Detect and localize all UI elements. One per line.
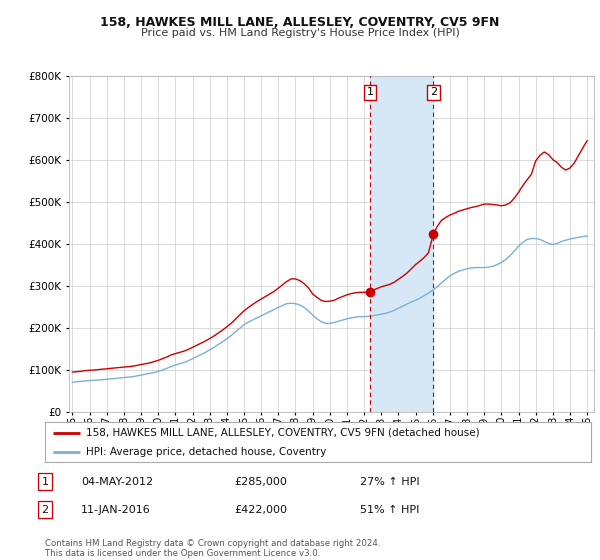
Text: 27% ↑ HPI: 27% ↑ HPI [360, 477, 419, 487]
Text: 158, HAWKES MILL LANE, ALLESLEY, COVENTRY, CV5 9FN: 158, HAWKES MILL LANE, ALLESLEY, COVENTR… [100, 16, 500, 29]
Text: 2: 2 [41, 505, 49, 515]
Text: 1: 1 [41, 477, 49, 487]
Text: 1: 1 [367, 87, 374, 97]
Text: £285,000: £285,000 [234, 477, 287, 487]
Text: This data is licensed under the Open Government Licence v3.0.: This data is licensed under the Open Gov… [45, 549, 320, 558]
Text: £422,000: £422,000 [234, 505, 287, 515]
Text: 158, HAWKES MILL LANE, ALLESLEY, COVENTRY, CV5 9FN (detached house): 158, HAWKES MILL LANE, ALLESLEY, COVENTR… [86, 428, 479, 437]
Text: Price paid vs. HM Land Registry's House Price Index (HPI): Price paid vs. HM Land Registry's House … [140, 28, 460, 38]
Text: 51% ↑ HPI: 51% ↑ HPI [360, 505, 419, 515]
Text: 2: 2 [430, 87, 437, 97]
Bar [370, 76, 433, 412]
Text: Contains HM Land Registry data © Crown copyright and database right 2024.: Contains HM Land Registry data © Crown c… [45, 539, 380, 548]
Text: HPI: Average price, detached house, Coventry: HPI: Average price, detached house, Cove… [86, 447, 326, 457]
Text: 04-MAY-2012: 04-MAY-2012 [81, 477, 153, 487]
Text: 11-JAN-2016: 11-JAN-2016 [81, 505, 151, 515]
